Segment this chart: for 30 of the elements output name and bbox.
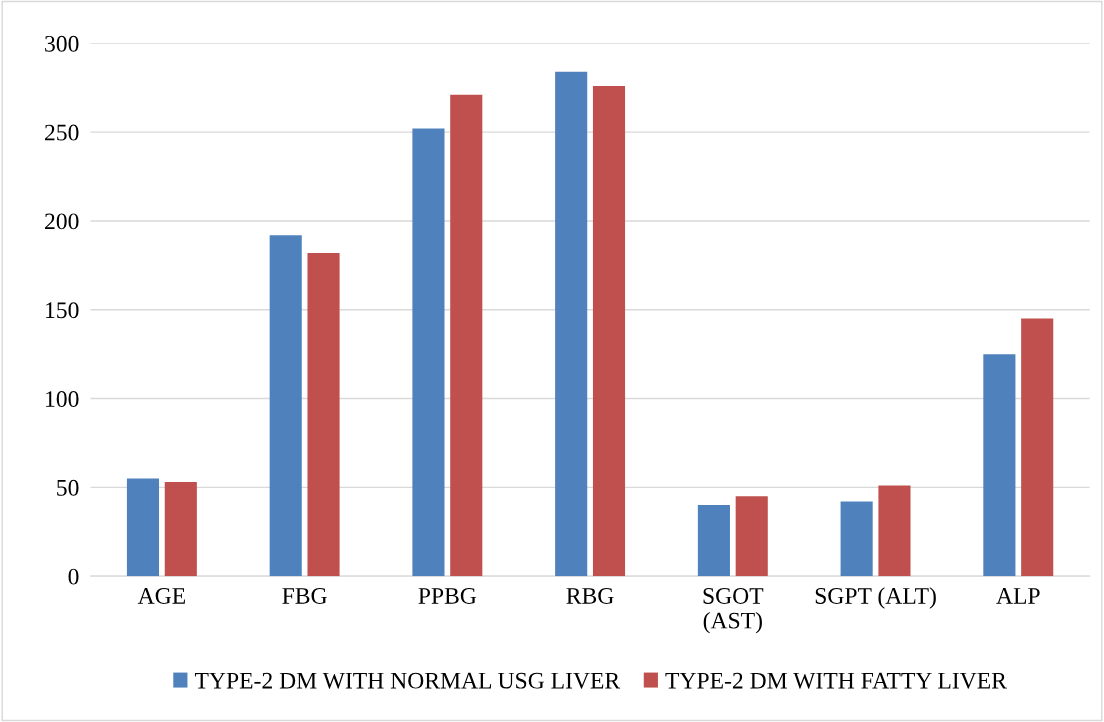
bar (735, 496, 768, 577)
bar (840, 501, 873, 577)
x-tick-label: PPBG (418, 588, 477, 604)
bar (592, 85, 626, 577)
y-tick-label: 100 (46, 391, 79, 407)
y-tick-label: 200 (45, 213, 79, 230)
bar (269, 235, 302, 577)
y-tick-label: 0 (68, 568, 79, 585)
bar (164, 482, 197, 577)
bar (412, 128, 445, 577)
bar (1021, 318, 1054, 577)
bar (697, 505, 730, 577)
x-tick-label: AGE (137, 588, 185, 604)
x-tick-label: RBG (566, 588, 614, 604)
x-tick-label: ALP (996, 588, 1040, 604)
bar (126, 478, 160, 577)
legend-label: TYPE-2 DM WITH FATTY LIVER (665, 672, 1007, 689)
x-tick-label: SGPT (ALT) (815, 587, 936, 609)
y-tick-label: 50 (57, 479, 79, 496)
x-tick-label: FBG (282, 588, 327, 604)
legend-label: TYPE-2 DM WITH NORMAL USG LIVER (194, 672, 621, 689)
x-tick-label: SGOT (AST) (703, 588, 764, 634)
bar (450, 94, 483, 577)
bar (555, 71, 588, 577)
bar (307, 252, 340, 577)
bar (878, 485, 911, 577)
bar (983, 354, 1016, 577)
y-tick-label: 250 (45, 124, 79, 141)
y-tick-label: 300 (45, 35, 79, 52)
y-tick-label: 150 (46, 302, 79, 319)
